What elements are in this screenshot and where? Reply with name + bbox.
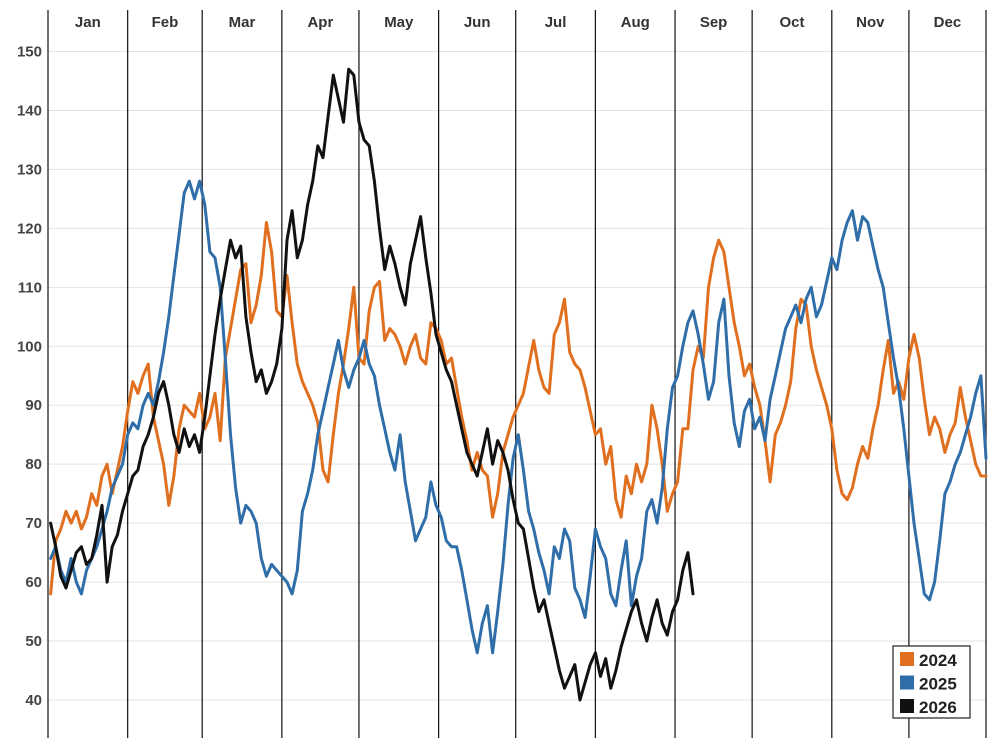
- grid-lines: [48, 51, 986, 701]
- month-label: Aug: [621, 14, 650, 31]
- y-tick-label: 40: [25, 692, 42, 709]
- legend-label-2025: 2025: [919, 675, 957, 694]
- month-label: Feb: [152, 14, 179, 31]
- legend-swatch-2026: [900, 699, 914, 713]
- month-label: Jul: [545, 14, 567, 31]
- month-label: Jun: [464, 14, 491, 31]
- legend-swatch-2025: [900, 675, 914, 690]
- month-label: Apr: [307, 14, 333, 31]
- y-tick-label: 130: [17, 161, 42, 178]
- y-tick-label: 120: [17, 220, 42, 237]
- month-label: May: [384, 14, 414, 31]
- y-tick-label: 60: [25, 574, 42, 591]
- series-lines: [49, 67, 988, 702]
- legend-swatch-2024: [900, 652, 914, 666]
- month-labels: Jan Feb Mar Apr May Jun Jul Aug Sep Oct Nov Dec: [75, 14, 961, 31]
- y-axis-ticks: 40 50 60 70 80 90 100 110 120 130 140 150: [17, 44, 42, 710]
- y-tick-label: 80: [25, 456, 42, 473]
- series-line-2026: [49, 67, 695, 702]
- y-tick-label: 140: [17, 102, 42, 119]
- month-label: Sep: [700, 14, 728, 31]
- month-separators: [47, 10, 987, 738]
- legend: 2024 2025 2026: [892, 645, 971, 719]
- y-tick-label: 110: [18, 279, 42, 296]
- month-label: Dec: [934, 14, 962, 31]
- month-label: Nov: [856, 14, 885, 31]
- y-tick-label: 50: [25, 633, 42, 650]
- y-tick-label: 90: [25, 397, 42, 414]
- y-tick-label: 150: [17, 44, 42, 61]
- series-line-2024: [49, 221, 988, 596]
- month-label: Oct: [779, 14, 804, 31]
- y-tick-label: 70: [25, 515, 42, 532]
- month-label: Mar: [229, 14, 256, 31]
- series-line-2025: [49, 179, 988, 655]
- legend-label-2026: 2026: [919, 698, 957, 717]
- y-tick-label: 100: [17, 338, 42, 355]
- legend-label-2024: 2024: [919, 651, 957, 670]
- month-label: Jan: [75, 14, 101, 31]
